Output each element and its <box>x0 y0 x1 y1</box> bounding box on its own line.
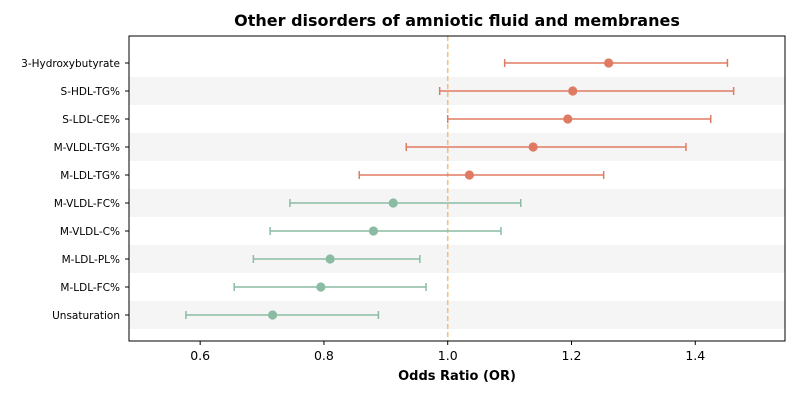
y-tick-label: Unsaturation <box>52 310 120 322</box>
row-band <box>129 245 785 273</box>
plot-frame <box>128 35 786 342</box>
y-tick-label: M-VLDL-TG% <box>54 142 120 154</box>
y-tick-label: M-VLDL-FC% <box>54 198 120 210</box>
or-point <box>604 58 614 68</box>
or-point <box>368 226 379 236</box>
x-tick-label: 0.6 <box>190 348 210 363</box>
or-point <box>528 142 538 152</box>
y-tick-label: 3-Hydroxybutyrate <box>21 58 120 70</box>
y-tick-label: S-LDL-CE% <box>62 114 120 126</box>
ci-row <box>503 58 729 68</box>
or-point <box>388 198 398 208</box>
ci-row <box>252 254 421 264</box>
or-point <box>267 310 278 320</box>
or-point <box>563 114 573 124</box>
ci-row <box>438 86 735 96</box>
y-tick-label: M-LDL-TG% <box>60 170 120 182</box>
or-point <box>316 282 326 292</box>
ci-row <box>289 198 522 208</box>
confidence-intervals <box>185 58 735 320</box>
or-point <box>464 170 474 180</box>
ci-row <box>358 170 605 180</box>
ci-row <box>185 310 380 320</box>
ci-row <box>405 142 687 152</box>
x-tick-label: 1.2 <box>562 348 582 363</box>
y-tick-label: M-VLDL-C% <box>60 226 120 238</box>
y-tick-label: S-HDL-TG% <box>61 86 120 98</box>
y-tick-labels: 3-Hydroxybutyrate S-HDL-TG% S-LDL-CE% M-VLD… <box>21 58 129 322</box>
or-point <box>568 86 578 96</box>
ci-row <box>446 114 712 124</box>
x-axis: 0.6 0.8 1.0 1.2 1.4 <box>190 341 705 363</box>
ci-row <box>233 282 427 292</box>
x-tick-label: 1.0 <box>438 348 458 363</box>
chart-title: Other disorders of amniotic fluid and me… <box>234 11 680 30</box>
ci-row <box>269 226 502 236</box>
y-tick-label: M-LDL-FC% <box>60 282 120 294</box>
y-tick-label: M-LDL-PL% <box>62 254 120 266</box>
x-tick-label: 1.4 <box>685 348 705 363</box>
or-point <box>325 254 335 264</box>
x-axis-label: Odds Ratio (OR) <box>398 369 516 384</box>
x-tick-label: 0.8 <box>314 348 334 363</box>
